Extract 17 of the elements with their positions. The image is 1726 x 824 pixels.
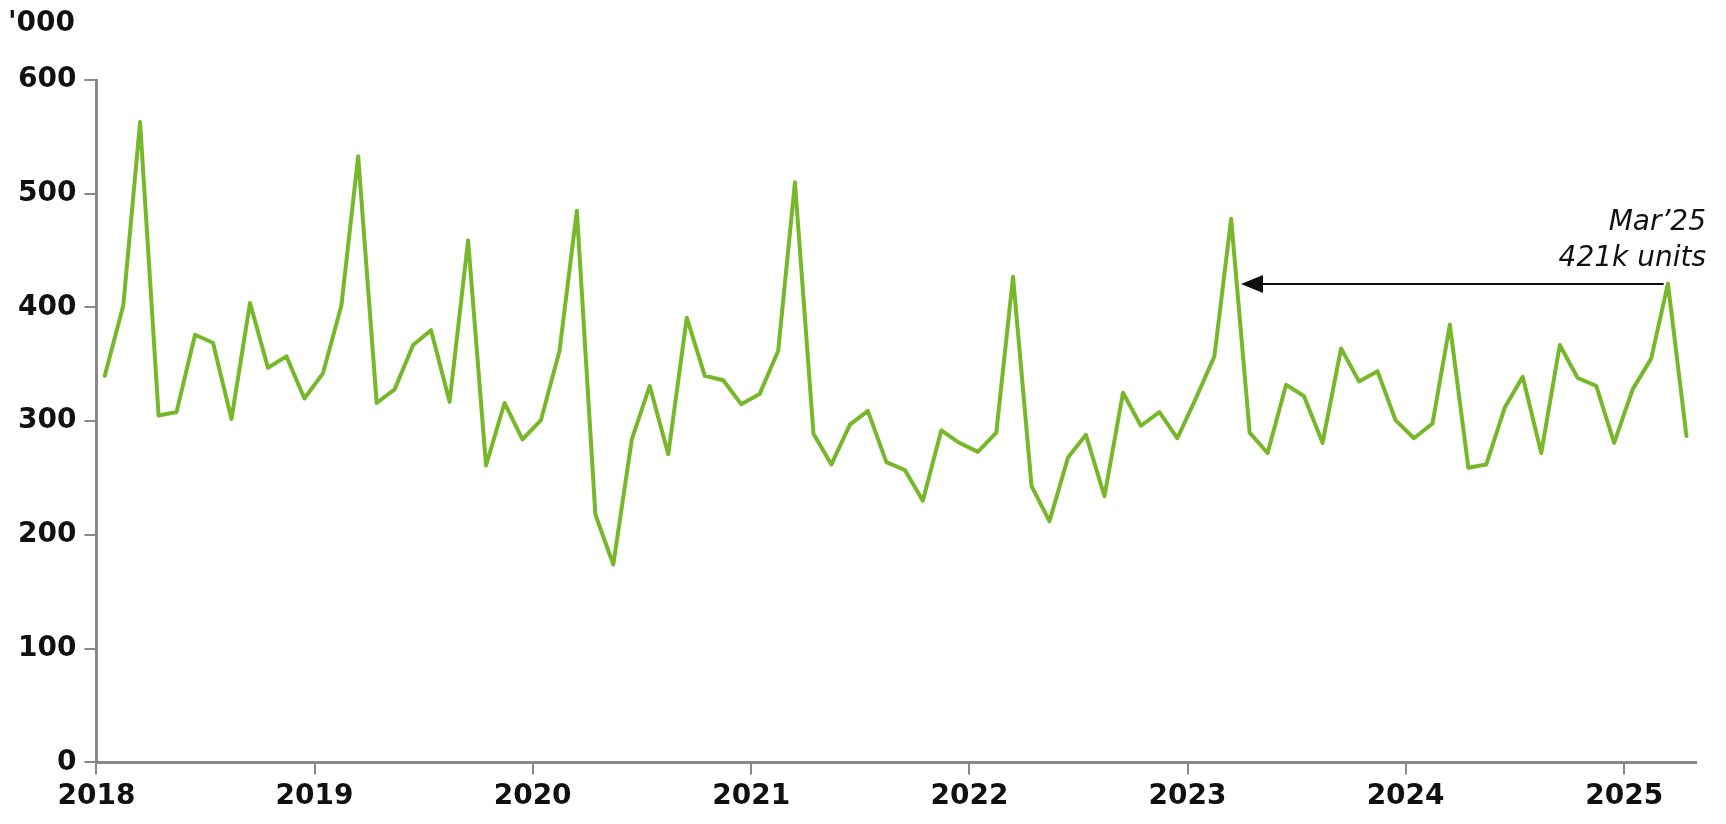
- y-tick-label: 100: [17, 629, 77, 663]
- x-tick-label: 2022: [930, 778, 1009, 812]
- x-tick-label: 2018: [57, 778, 136, 812]
- x-tick-label: 2023: [1148, 778, 1227, 812]
- x-tick-label: 2019: [275, 778, 354, 812]
- y-tick-label: 0: [56, 743, 77, 777]
- y-tick-label: 200: [17, 516, 77, 550]
- x-tick-label: 2025: [1585, 778, 1664, 812]
- y-axis-title: '000: [8, 5, 76, 39]
- annotation: Mar’25 421k units: [1558, 203, 1706, 273]
- y-tick-label: 500: [17, 175, 77, 209]
- x-tick-label: 2024: [1366, 778, 1445, 812]
- y-tick-label: 300: [17, 402, 77, 436]
- y-tick-label: 400: [17, 288, 77, 322]
- x-tick-label: 2021: [712, 778, 791, 812]
- y-tick-label: 600: [17, 61, 77, 95]
- x-tick-label: 2020: [493, 778, 572, 812]
